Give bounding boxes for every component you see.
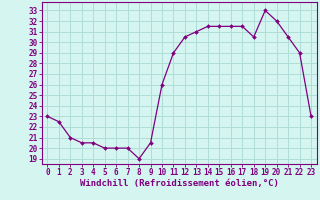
X-axis label: Windchill (Refroidissement éolien,°C): Windchill (Refroidissement éolien,°C) — [80, 179, 279, 188]
